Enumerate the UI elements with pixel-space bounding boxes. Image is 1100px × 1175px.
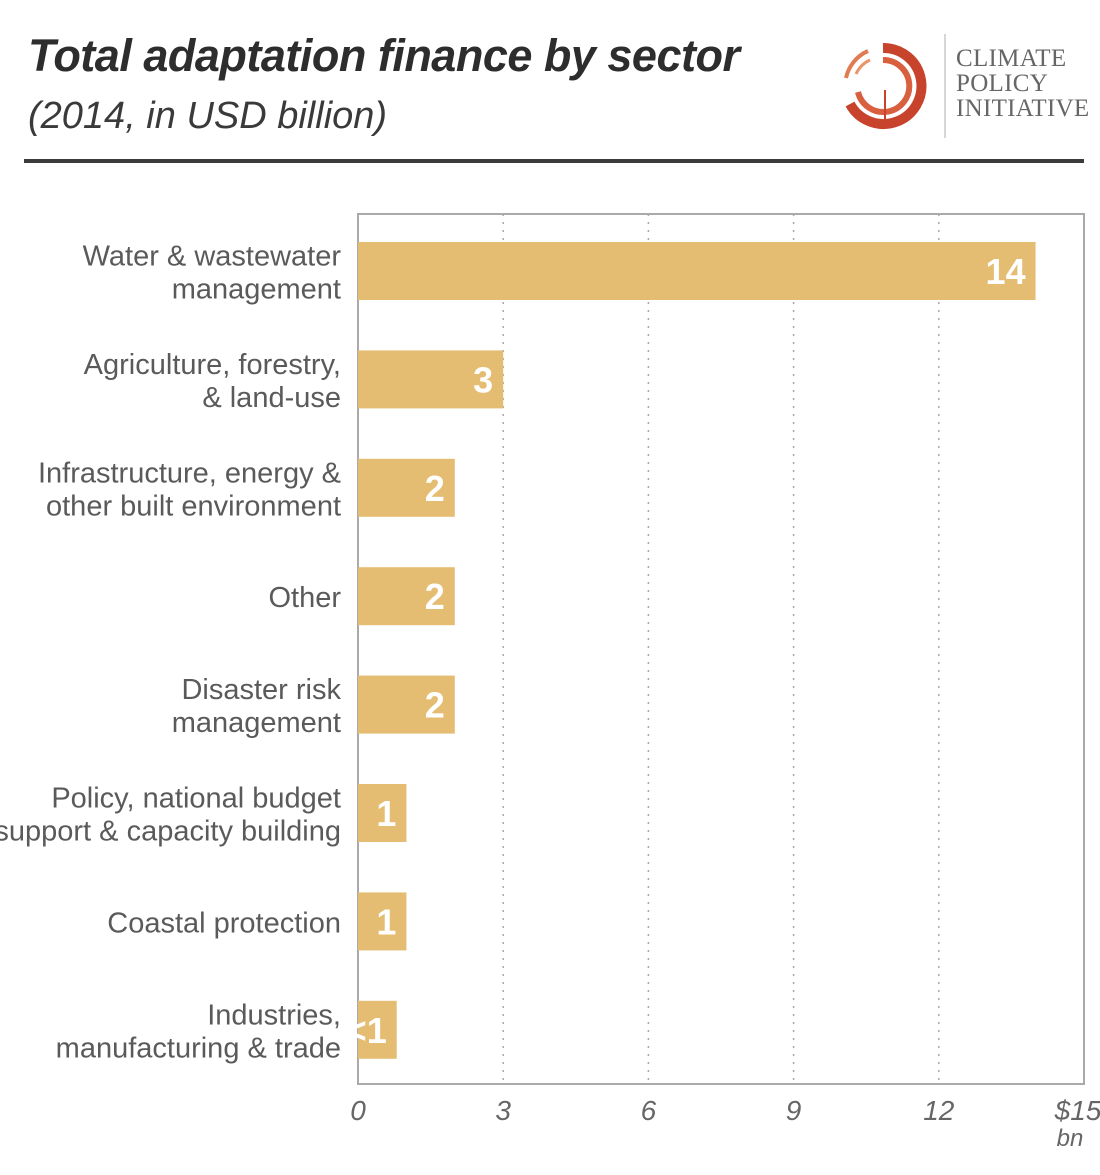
category-label: Infrastructure, energy & xyxy=(38,457,341,489)
bar xyxy=(358,892,407,951)
logo-line-2: POLICY xyxy=(956,70,1049,97)
category-label: Water & wastewater xyxy=(83,241,342,273)
category-label: Disaster risk xyxy=(181,674,341,706)
x-unit-label: bn xyxy=(1057,1125,1084,1152)
bar xyxy=(358,350,504,409)
bar-value-label: <1 xyxy=(346,1010,387,1051)
header-rule xyxy=(24,159,1084,163)
category-label: Policy, national budget xyxy=(51,783,341,815)
bar xyxy=(358,1000,397,1059)
logo-line-3: INITIATIVE xyxy=(956,95,1090,122)
category-label: Coastal protection xyxy=(107,907,341,939)
bar xyxy=(358,458,455,517)
bar xyxy=(358,242,1036,300)
bar xyxy=(358,675,455,734)
category-label: & land-use xyxy=(202,382,341,414)
bar-value-label: 1 xyxy=(376,793,396,834)
bar-value-label: 2 xyxy=(425,685,445,726)
logo-line-1: CLIMATE xyxy=(956,45,1067,72)
category-label: support & capacity building xyxy=(0,816,341,848)
bar-value-label: 14 xyxy=(986,251,1026,292)
category-label: management xyxy=(172,707,341,739)
x-tick-label: 9 xyxy=(786,1095,802,1126)
logo-wordmark: CLIMATE POLICY INITIATIVE xyxy=(956,46,1090,121)
bar-value-label: 1 xyxy=(376,901,396,942)
bar xyxy=(358,567,455,626)
category-label: Other xyxy=(268,582,341,614)
x-tick-label: $15 xyxy=(1054,1095,1100,1126)
bar-value-label: 2 xyxy=(425,468,445,509)
category-label: manufacturing & trade xyxy=(56,1032,341,1064)
category-label: Agriculture, forestry, xyxy=(84,349,341,381)
bar xyxy=(358,784,407,842)
x-tick-label: 3 xyxy=(495,1095,511,1126)
category-label: management xyxy=(172,274,341,306)
category-label: other built environment xyxy=(46,490,341,522)
logo-divider xyxy=(944,34,946,138)
chart-subtitle: (2014, in USD billion) xyxy=(28,95,388,137)
bar-value-label: 2 xyxy=(425,576,445,617)
x-tick-label: 0 xyxy=(350,1095,366,1126)
chart-title: Total adaptation finance by sector xyxy=(28,30,740,81)
category-label: Industries, xyxy=(207,999,341,1031)
logo-swirl-icon xyxy=(844,42,927,129)
x-tick-label: 6 xyxy=(641,1095,657,1126)
climate-policy-initiative-logo: CLIMATE POLICY INITIATIVE xyxy=(838,34,1090,140)
plot-frame xyxy=(357,213,1085,1085)
bar-value-label: 3 xyxy=(473,359,493,400)
x-tick-label: 12 xyxy=(923,1095,955,1126)
chart-header: Total adaptation finance by sector (2014… xyxy=(0,0,1100,170)
